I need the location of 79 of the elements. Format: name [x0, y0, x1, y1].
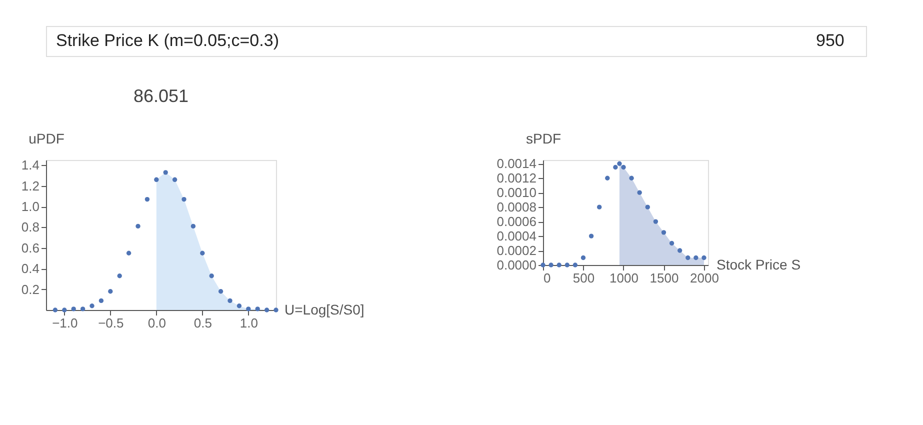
point	[172, 177, 178, 182]
point	[52, 308, 58, 312]
point	[637, 190, 642, 195]
y-tick-label: 0.0012	[496, 170, 536, 186]
x-tick-label: −0.5	[98, 316, 124, 330]
y-tick-label: 0.0006	[496, 214, 536, 230]
chart-title: 86.051	[133, 86, 189, 106]
point	[613, 164, 618, 170]
y-tick-label: 0.4	[21, 261, 40, 276]
point	[144, 196, 150, 202]
point	[677, 248, 682, 253]
point	[200, 250, 205, 256]
point	[62, 308, 67, 312]
y-tick-label: 0.0010	[496, 185, 536, 200]
point	[117, 274, 122, 278]
point	[588, 234, 594, 238]
point	[661, 230, 666, 235]
point	[629, 176, 634, 180]
y-tick-label: 0.6	[21, 240, 40, 256]
x-tick-label: 1500	[650, 270, 679, 286]
y-tick-label: 0.0000	[496, 258, 536, 272]
point	[686, 255, 690, 260]
point	[136, 224, 140, 229]
point	[274, 308, 278, 312]
point	[669, 240, 674, 246]
y-axis-title: uPDF	[28, 130, 64, 146]
x-axis-title: Stock Price S	[716, 256, 801, 272]
point	[548, 262, 554, 268]
point	[702, 255, 706, 260]
point	[621, 164, 626, 170]
y-tick-label: 0.2	[21, 282, 40, 297]
x-tick-label: 0	[544, 270, 551, 286]
point	[154, 177, 159, 182]
point	[98, 298, 104, 304]
point	[190, 224, 196, 229]
point	[90, 304, 94, 308]
point	[694, 255, 698, 260]
x-tick-label: 0.0	[148, 316, 166, 330]
text: 950	[816, 31, 844, 50]
x-tick-label: 500	[572, 270, 595, 286]
y-tick-label: 0.0014	[496, 156, 536, 172]
point	[580, 255, 586, 260]
y-tick-label: 0.0002	[496, 243, 536, 258]
point	[218, 289, 224, 294]
point	[209, 274, 214, 278]
y-tick-label: 1.0	[21, 199, 40, 214]
point	[163, 170, 168, 175]
point	[564, 262, 570, 268]
y-tick-label: 1.2	[21, 178, 40, 194]
point	[255, 306, 260, 312]
point	[108, 289, 113, 294]
point	[653, 219, 658, 224]
point	[645, 204, 650, 210]
x-tick-label: 0.5	[194, 316, 212, 330]
x-axis-title: U=Log[S/S0]	[284, 302, 364, 318]
x-tick-label: 1000	[610, 270, 638, 286]
point	[228, 298, 232, 304]
x-tick-label: 2000	[690, 270, 719, 286]
y-tick-label: 0.8	[21, 220, 40, 235]
y-axis-title: sPDF	[526, 130, 561, 146]
point	[246, 306, 251, 312]
point	[182, 196, 186, 202]
point	[80, 306, 86, 312]
y-tick-label: 0.0004	[496, 228, 536, 244]
point	[264, 308, 270, 312]
point	[236, 304, 242, 308]
point	[572, 262, 578, 268]
y-tick-label: 1.4	[21, 158, 40, 173]
point	[71, 306, 76, 312]
y-tick-label: 0.0008	[496, 200, 536, 215]
x-tick-label: 1.0	[240, 316, 258, 330]
point	[556, 262, 562, 268]
point	[617, 161, 622, 166]
point	[596, 204, 602, 210]
text: Strike Price K (m=0.05;c=0.3)	[56, 31, 279, 50]
point	[605, 176, 610, 180]
point	[540, 262, 546, 268]
x-tick-label: −1.0	[52, 316, 78, 330]
point	[126, 250, 132, 256]
